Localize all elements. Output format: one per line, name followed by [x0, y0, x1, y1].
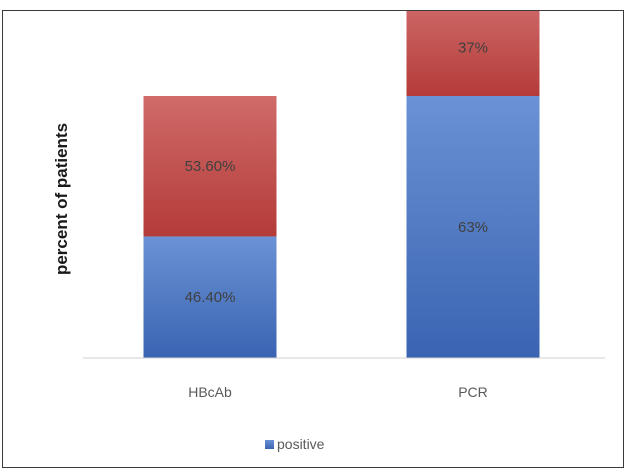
bar-pcr-segment-2: [406, 11, 540, 97]
bar-pcr-segment-1: [406, 96, 540, 358]
bar-hbcab-segment-1: [143, 236, 277, 358]
y-axis-title: percent of patients: [52, 123, 71, 275]
data-label-pcr-segment-1: 63%: [458, 219, 488, 236]
x-tick-label-pcr: PCR: [458, 384, 488, 400]
x-tick-label-hbcab: HBcAb: [188, 384, 232, 400]
data-label-hbcab-segment-1: 46.40%: [185, 289, 236, 306]
legend-swatch-positive: [265, 440, 274, 449]
bar-hbcab-segment-2: [143, 96, 277, 237]
data-label-pcr-segment-2: 37%: [458, 40, 488, 57]
stacked-bar-chart: 46.40% 53.60% 63% 37% percent of patients H…: [52, 11, 605, 452]
legend-label-positive: positive: [277, 436, 325, 452]
data-label-hbcab-segment-2: 53.60%: [185, 158, 236, 175]
legend: positive: [265, 436, 325, 452]
chart-frame: 46.40% 53.60% 63% 37% percent of patients H…: [2, 10, 624, 468]
